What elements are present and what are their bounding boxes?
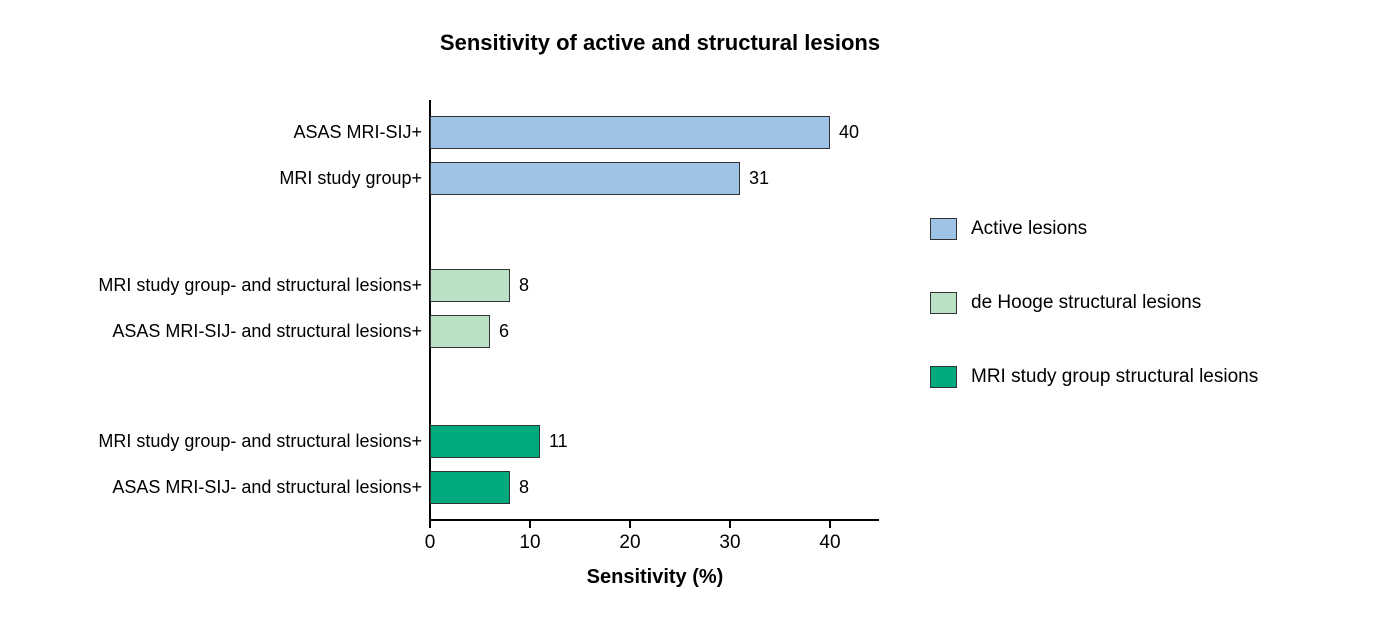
- x-tick: [829, 520, 831, 528]
- bar-category-label: MRI study group- and structural lesions+: [98, 275, 422, 295]
- bar: [430, 471, 510, 504]
- x-tick-label: 0: [424, 532, 436, 553]
- x-tick: [629, 520, 631, 528]
- bar-category-label: ASAS MRI-SIJ+: [293, 122, 422, 142]
- legend-label: MRI study group structural lesions: [971, 366, 1259, 387]
- bar-value-label: 8: [519, 275, 530, 295]
- x-axis-label: Sensitivity (%): [586, 566, 724, 588]
- x-tick: [729, 520, 731, 528]
- legend-swatch: [930, 366, 957, 388]
- x-tick: [529, 520, 531, 528]
- bar-category-label: MRI study group+: [279, 168, 422, 188]
- legend-item: MRI study group structural lesions: [930, 366, 1258, 388]
- bar-category-label: ASAS MRI-SIJ- and structural lesions+: [112, 477, 422, 497]
- x-tick: [429, 520, 431, 528]
- bar: [430, 116, 830, 149]
- bar: [430, 425, 540, 458]
- x-tick-label: 20: [619, 532, 641, 553]
- bar: [430, 315, 490, 348]
- bar-category-label: ASAS MRI-SIJ- and structural lesions+: [112, 321, 422, 341]
- bar: [430, 162, 740, 195]
- x-tick-label: 10: [519, 532, 541, 553]
- bar-value-label: 8: [519, 477, 530, 497]
- x-tick-label: 40: [819, 532, 841, 553]
- legend-label: Active lesions: [971, 218, 1088, 239]
- legend-swatch: [930, 218, 957, 240]
- legend-item: Active lesions: [930, 218, 1087, 240]
- x-tick-label: 30: [719, 532, 741, 553]
- bar-value-label: 6: [499, 321, 510, 341]
- bar-category-label: MRI study group- and structural lesions+: [98, 431, 422, 451]
- legend-swatch: [930, 292, 957, 314]
- bar: [430, 269, 510, 302]
- y-axis-line: [429, 100, 431, 521]
- bar-value-label: 31: [749, 168, 770, 188]
- chart-title: Sensitivity of active and structural les…: [439, 30, 881, 55]
- bar-value-label: 11: [549, 431, 568, 451]
- bar-value-label: 40: [839, 122, 860, 142]
- legend-item: de Hooge structural lesions: [930, 292, 1201, 314]
- legend-label: de Hooge structural lesions: [971, 292, 1202, 313]
- x-axis-line: [429, 519, 879, 521]
